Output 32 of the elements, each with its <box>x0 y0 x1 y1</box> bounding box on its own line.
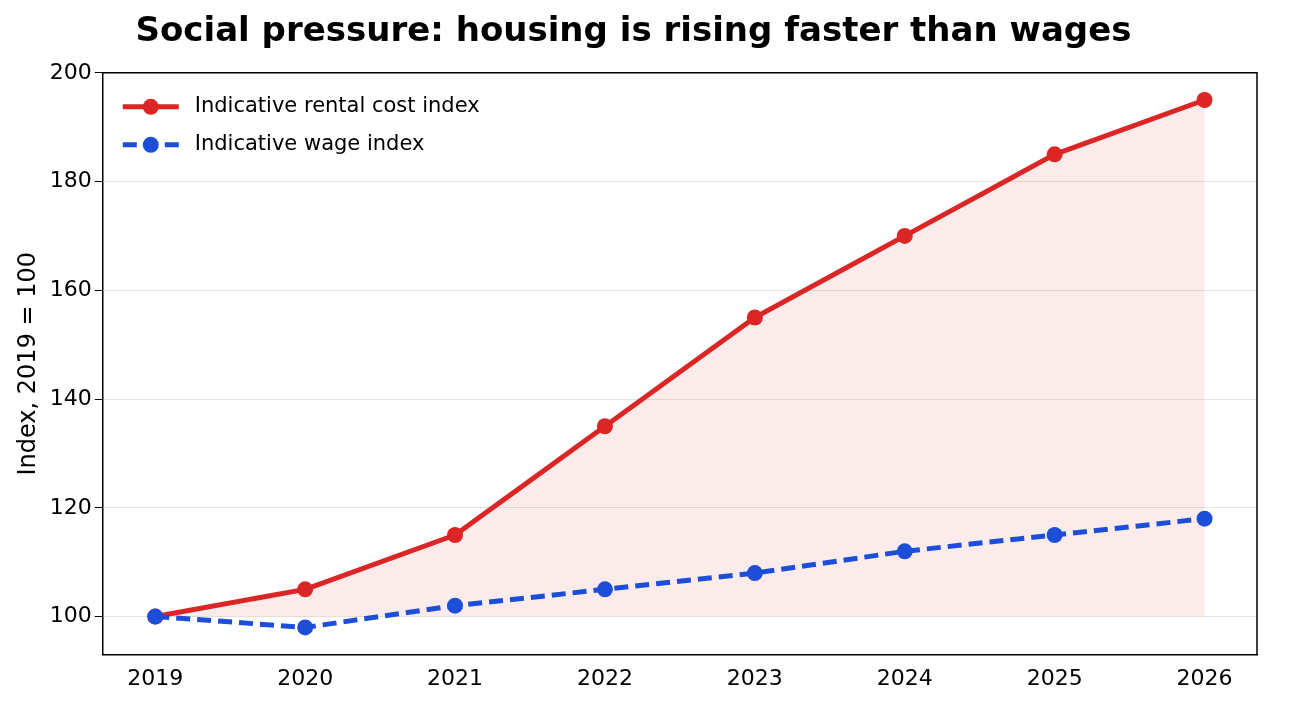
point <box>746 309 763 326</box>
point <box>746 565 763 582</box>
y-tick-label: 100 <box>49 602 92 628</box>
y-tick-label: 120 <box>49 493 92 519</box>
y-tick-label: 140 <box>49 384 92 410</box>
point <box>896 227 913 244</box>
point <box>1046 146 1063 163</box>
x-tick-label: 2019 <box>127 664 184 690</box>
y-axis-title: Index, 2019 = 100 <box>12 251 41 476</box>
point <box>896 543 913 560</box>
chart-title: Social pressure: housing is rising faster than wages <box>135 9 1132 50</box>
x-tick-label: 2023 <box>726 664 783 690</box>
point <box>596 581 613 598</box>
point <box>1046 526 1063 543</box>
x-tick-label: 2021 <box>427 664 484 690</box>
y-tick-label: 180 <box>49 167 92 193</box>
legend-label: Indicative rental cost index <box>194 93 480 118</box>
point <box>596 418 613 435</box>
x-tick-label: 2024 <box>876 664 933 690</box>
x-tick-label: 2022 <box>576 664 633 690</box>
y-tick-label: 200 <box>49 58 92 84</box>
point <box>1196 510 1213 527</box>
point <box>447 597 464 614</box>
legend-label: Indicative wage index <box>194 131 425 156</box>
y-tick-label: 160 <box>49 276 92 302</box>
point <box>447 526 464 543</box>
x-tick-label: 2026 <box>1176 664 1233 690</box>
point <box>1196 91 1213 108</box>
x-tick-label: 2020 <box>277 664 334 690</box>
point <box>297 581 314 598</box>
point <box>297 619 314 636</box>
x-tick-label: 2025 <box>1026 664 1083 690</box>
